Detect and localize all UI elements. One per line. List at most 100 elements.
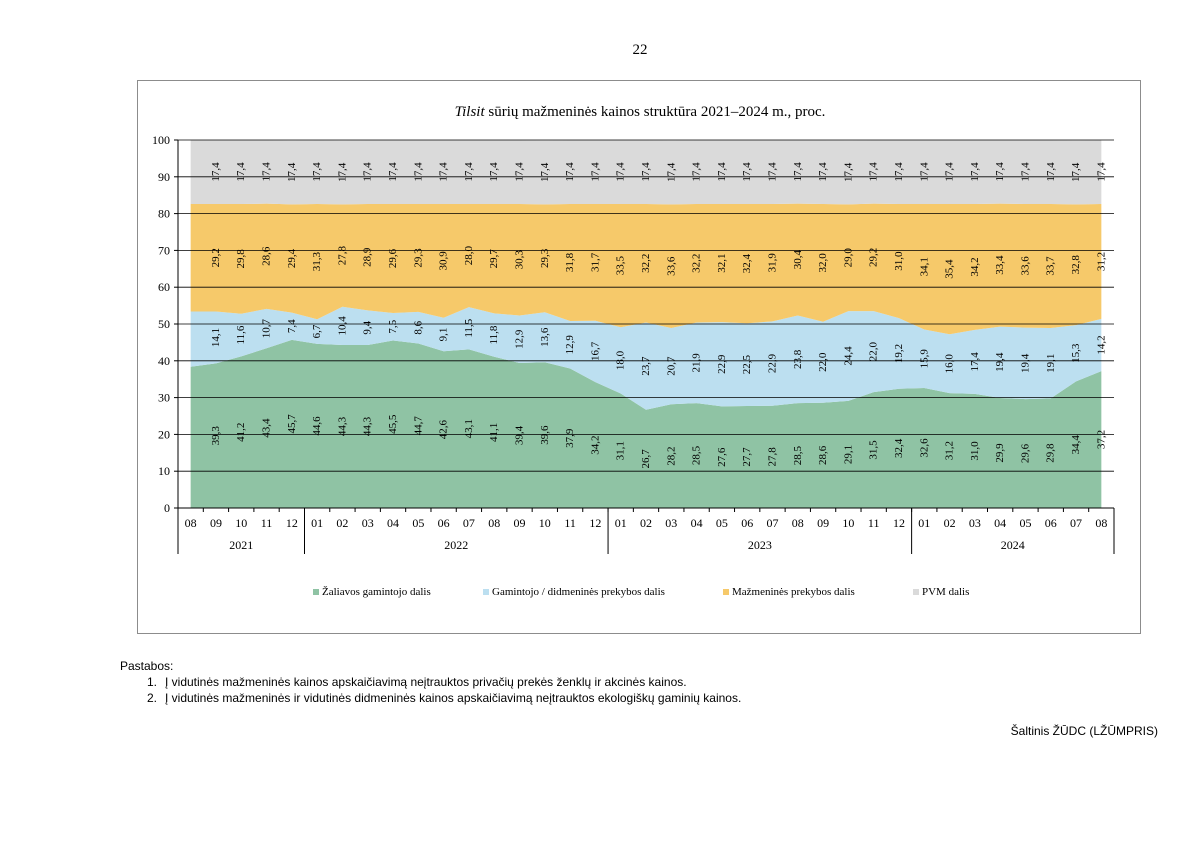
data-label: 17,4	[792, 162, 804, 182]
month-label: 01	[311, 516, 323, 530]
data-label: 28,5	[792, 445, 804, 465]
data-labels: 39,3 41,2 43,4 45,7 44,6 44,3 44,3 45,5 44,7 42,6…	[210, 162, 1107, 469]
legend-swatch	[483, 589, 489, 595]
data-label: 17,4	[362, 162, 374, 182]
legend-swatch	[913, 589, 919, 595]
data-label: 17,4	[969, 162, 981, 182]
data-label: 24,4	[842, 346, 854, 366]
data-label: 8,6	[412, 320, 424, 334]
data-label: 29,7	[488, 249, 500, 269]
note-text: Į vidutinės mažmeninės kainos apskaičiav…	[165, 675, 687, 689]
data-label: 22,9	[766, 353, 778, 373]
data-label: 11,6	[235, 325, 247, 344]
month-label: 04	[387, 516, 399, 530]
data-label: 28,2	[665, 446, 677, 465]
year-label: 2021	[229, 538, 253, 552]
data-label: 17,4	[387, 162, 399, 182]
data-label: 44,6	[311, 416, 323, 436]
data-label: 29,3	[412, 248, 424, 268]
data-label: 17,4	[665, 162, 677, 182]
data-label: 31,9	[766, 253, 778, 273]
chart-frame: Tilsit sūrių mažmeninės kainos struktūra…	[137, 80, 1141, 634]
data-label: 45,7	[286, 414, 298, 434]
y-tick-label: 70	[158, 243, 170, 257]
data-label: 15,3	[1070, 343, 1082, 363]
month-label: 11	[868, 516, 880, 530]
data-label: 44,7	[412, 416, 424, 436]
data-label: 17,4	[868, 162, 880, 182]
data-label: 28,6	[817, 445, 829, 465]
data-label: 17,4	[994, 162, 1006, 182]
grid-lines	[178, 139, 1114, 509]
data-label: 12,9	[564, 335, 576, 355]
data-label: 33,5	[615, 256, 627, 276]
legend-swatch	[723, 589, 729, 595]
data-label: 22,0	[817, 352, 829, 372]
month-label: 07	[766, 516, 778, 530]
data-label: 7,5	[387, 319, 399, 333]
month-label: 02	[944, 516, 956, 530]
data-label: 44,3	[362, 416, 374, 436]
data-label: 43,1	[463, 419, 475, 438]
year-label: 2024	[1001, 538, 1025, 552]
data-label: 33,4	[994, 255, 1006, 275]
chart-title-product: Tilsit	[455, 104, 486, 120]
data-label: 31,1	[615, 441, 627, 460]
data-label: 42,6	[438, 419, 450, 439]
data-label: 20,7	[665, 356, 677, 376]
month-label: 02	[640, 516, 652, 530]
data-label: 16,0	[944, 354, 956, 374]
data-label: 17,4	[311, 162, 323, 182]
legend-label: PVM dalis	[922, 586, 969, 598]
month-label: 09	[210, 516, 222, 530]
data-label: 17,4	[640, 162, 652, 182]
data-label: 17,4	[261, 162, 273, 182]
area-4	[190, 140, 1102, 205]
data-label: 31,3	[311, 251, 323, 271]
data-label: 9,1	[438, 328, 450, 342]
data-label: 29,9	[994, 443, 1006, 463]
data-label: 17,4	[438, 162, 450, 182]
month-label: 12	[286, 516, 298, 530]
y-tick-label: 0	[164, 501, 170, 515]
data-label: 41,2	[235, 423, 247, 442]
month-label: 05	[412, 516, 424, 530]
data-label: 17,4	[286, 162, 298, 182]
data-label: 16,7	[589, 341, 601, 361]
data-label: 28,5	[691, 445, 703, 465]
data-label: 17,4	[589, 162, 601, 182]
data-label: 43,4	[261, 418, 273, 438]
data-label: 32,2	[640, 254, 652, 273]
data-label: 10,7	[261, 318, 273, 338]
data-label: 28,6	[261, 246, 273, 266]
data-label: 31,0	[893, 251, 905, 271]
data-label: 17,4	[514, 162, 526, 182]
data-label: 17,4	[1019, 162, 1031, 182]
data-label: 6,7	[311, 324, 323, 338]
notes: Pastabos: 1. Į vidutinės mažmeninės kaino…	[120, 658, 741, 706]
data-label: 32,4	[741, 254, 753, 274]
data-label: 39,4	[514, 425, 526, 445]
month-label: 08	[792, 516, 804, 530]
data-label: 14,1	[210, 328, 222, 347]
data-label: 19,2	[893, 344, 905, 363]
data-label: 23,7	[640, 356, 652, 376]
month-label: 04	[691, 516, 703, 530]
data-label: 14,2	[1095, 335, 1107, 354]
data-label: 39,3	[210, 426, 222, 446]
y-tick-label: 60	[158, 280, 170, 294]
note-number: 1.	[147, 675, 158, 689]
data-label: 28,9	[362, 247, 374, 267]
chart-title-rest: sūrių mažmeninės kainos struktūra 2021–2…	[485, 104, 826, 120]
data-label: 33,6	[1019, 256, 1031, 276]
data-label: 28,0	[463, 245, 475, 265]
data-label: 17,4	[893, 162, 905, 182]
page-number: 22	[632, 42, 648, 58]
data-label: 32,8	[1070, 255, 1082, 275]
month-label: 03	[362, 516, 374, 530]
month-label: 05	[1019, 516, 1031, 530]
data-label: 27,8	[336, 245, 348, 265]
data-label: 29,4	[286, 248, 298, 268]
data-label: 12,9	[514, 329, 526, 349]
data-label: 17,4	[210, 162, 222, 182]
